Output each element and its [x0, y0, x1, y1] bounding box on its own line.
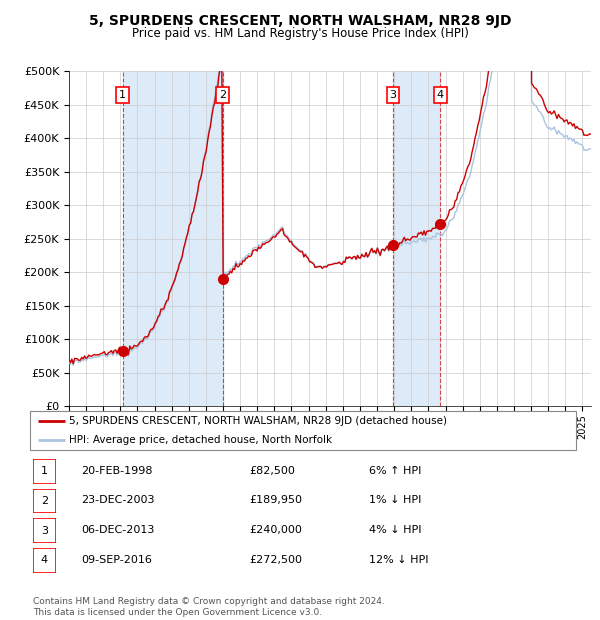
FancyBboxPatch shape [33, 548, 56, 573]
Text: 12% ↓ HPI: 12% ↓ HPI [369, 555, 428, 565]
Text: 4: 4 [437, 90, 444, 100]
Text: 1% ↓ HPI: 1% ↓ HPI [369, 495, 421, 505]
FancyBboxPatch shape [33, 489, 56, 513]
Text: 09-SEP-2016: 09-SEP-2016 [81, 555, 152, 565]
FancyBboxPatch shape [33, 518, 56, 543]
Text: 5, SPURDENS CRESCENT, NORTH WALSHAM, NR28 9JD (detached house): 5, SPURDENS CRESCENT, NORTH WALSHAM, NR2… [70, 417, 448, 427]
Bar [122, 71, 223, 406]
Text: 1: 1 [41, 466, 48, 476]
Text: £82,500: £82,500 [249, 466, 295, 476]
Text: 3: 3 [41, 526, 48, 536]
Text: 5, SPURDENS CRESCENT, NORTH WALSHAM, NR28 9JD: 5, SPURDENS CRESCENT, NORTH WALSHAM, NR2… [89, 14, 511, 28]
Text: 4% ↓ HPI: 4% ↓ HPI [369, 525, 421, 535]
Text: 3: 3 [389, 90, 397, 100]
Text: 20-FEB-1998: 20-FEB-1998 [81, 466, 152, 476]
Text: £240,000: £240,000 [249, 525, 302, 535]
Bar [393, 71, 440, 406]
Text: 06-DEC-2013: 06-DEC-2013 [81, 525, 154, 535]
Text: £189,950: £189,950 [249, 495, 302, 505]
Text: 2: 2 [219, 90, 226, 100]
FancyBboxPatch shape [30, 411, 576, 449]
Text: 23-DEC-2003: 23-DEC-2003 [81, 495, 155, 505]
Text: 1: 1 [119, 90, 126, 100]
Text: 6% ↑ HPI: 6% ↑ HPI [369, 466, 421, 476]
FancyBboxPatch shape [33, 459, 56, 484]
Text: 2: 2 [41, 496, 48, 506]
Text: £272,500: £272,500 [249, 555, 302, 565]
Text: HPI: Average price, detached house, North Norfolk: HPI: Average price, detached house, Nort… [70, 435, 332, 445]
Text: Price paid vs. HM Land Registry's House Price Index (HPI): Price paid vs. HM Land Registry's House … [131, 27, 469, 40]
Text: 4: 4 [41, 556, 48, 565]
Text: Contains HM Land Registry data © Crown copyright and database right 2024.
This d: Contains HM Land Registry data © Crown c… [33, 598, 385, 617]
